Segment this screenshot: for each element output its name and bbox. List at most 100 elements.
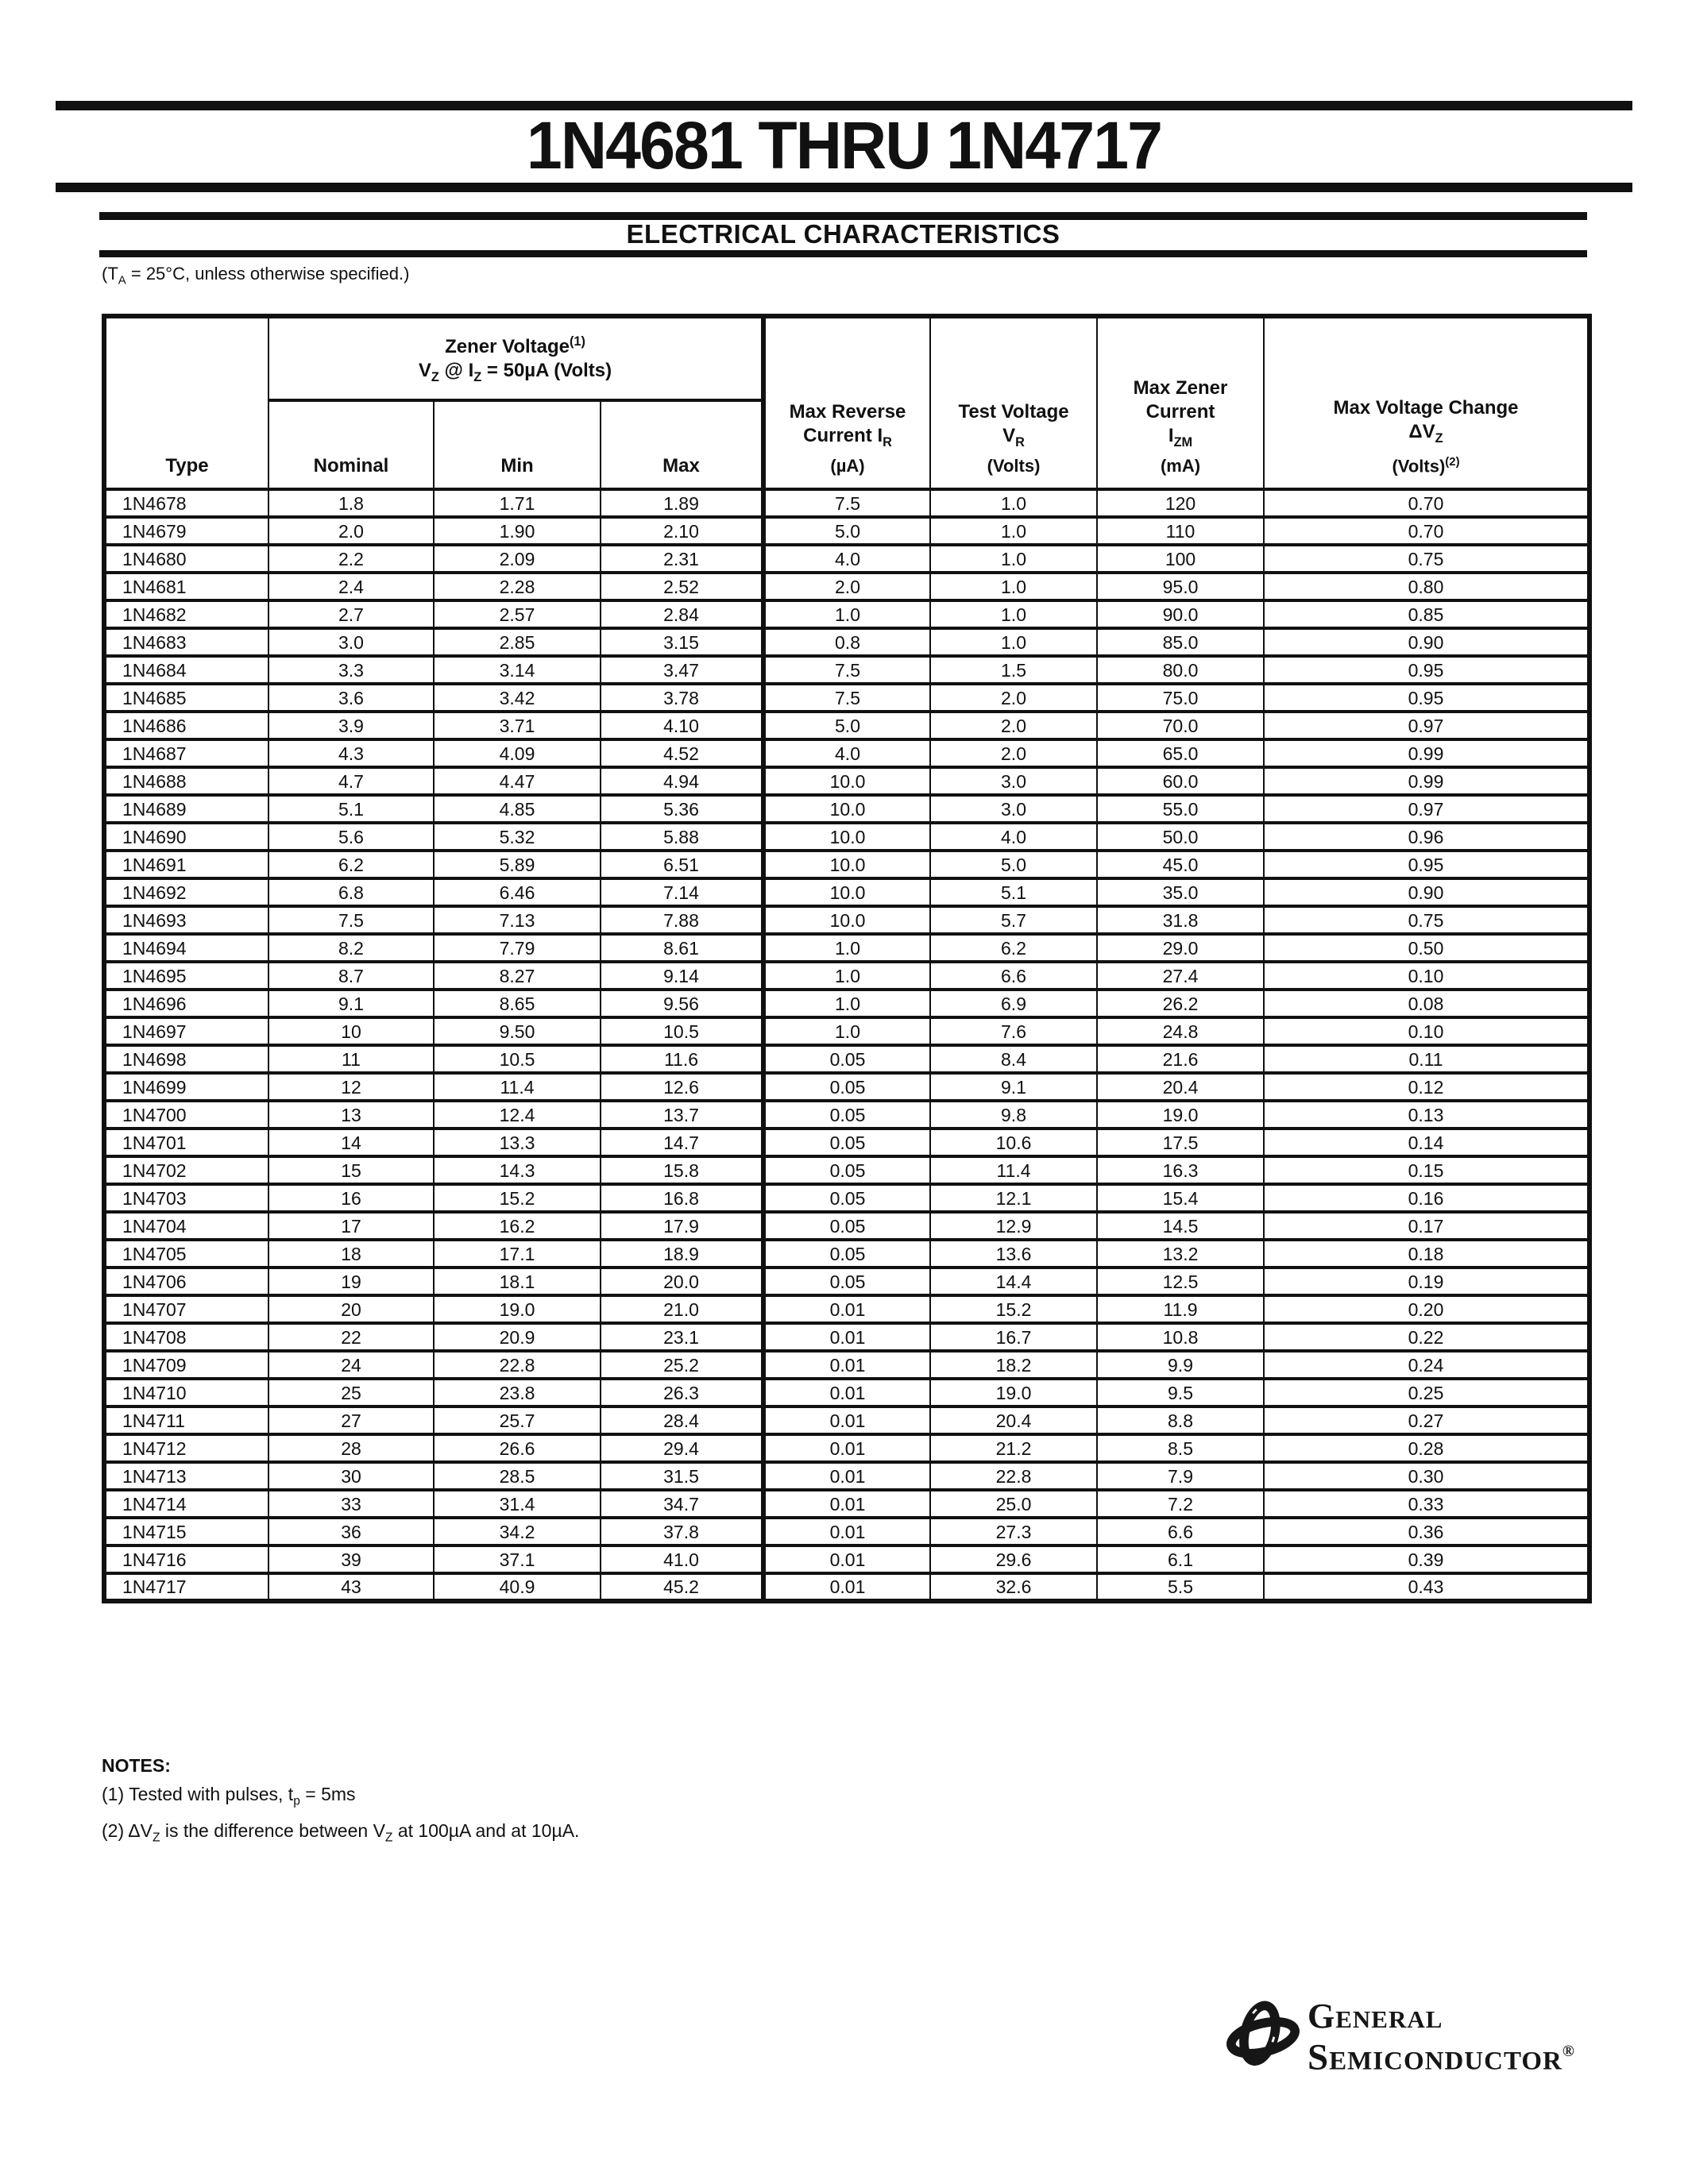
type-cell: 1N4685: [103, 682, 269, 713]
value-cell: 15.8: [599, 1155, 765, 1186]
table-row: 1N4693 7.5 7.13 7.88 10.0 5.7 31.8 0.75: [103, 905, 1591, 936]
note-2: (2) ΔVZ is the difference between VZ at …: [102, 1816, 579, 1853]
value-cell: 75.0: [1096, 682, 1265, 713]
value-cell: 6.2: [929, 932, 1099, 963]
type-cell: 1N4686: [103, 710, 269, 741]
max-reverse-sym: Current I: [803, 425, 883, 447]
type-cell: 1N4699: [103, 1071, 269, 1102]
value-cell: 0.96: [1263, 821, 1591, 852]
value-cell: 10.0: [761, 877, 932, 908]
value-cell: 2.85: [433, 627, 601, 658]
type-cell: 1N4700: [103, 1099, 269, 1130]
value-cell: 0.18: [1263, 1238, 1591, 1269]
value-cell: 3.47: [599, 654, 765, 685]
value-cell: 0.05: [761, 1127, 932, 1158]
type-cell: 1N4681: [103, 571, 269, 602]
value-cell: 1.0: [929, 543, 1099, 574]
value-cell: 4.09: [433, 738, 601, 769]
value-cell: 7.13: [433, 905, 601, 936]
value-cell: 20.4: [1096, 1071, 1265, 1102]
value-cell: 1.0: [761, 932, 932, 963]
value-cell: 18.1: [433, 1266, 601, 1297]
note-2-text-3: at 100µA and at 10µA.: [392, 1819, 580, 1841]
value-cell: 12.4: [433, 1099, 601, 1130]
table-row: 1N4683 3.0 2.85 3.15 0.8 1.0 85.0 0.90: [103, 627, 1591, 658]
value-cell: 0.11: [1263, 1044, 1591, 1075]
col-header-min: Min: [433, 399, 601, 491]
value-cell: 0.01: [761, 1544, 932, 1575]
col-header-type: Type: [103, 314, 269, 491]
value-cell: 5.5: [1096, 1572, 1265, 1603]
value-cell: 10.0: [761, 849, 932, 880]
type-cell: 1N4709: [103, 1349, 269, 1380]
zener-group-condition: VZ @ IZ = 50µA (Volts): [269, 359, 761, 389]
note-1-sub: p: [293, 1794, 300, 1808]
value-cell: 22.8: [433, 1349, 601, 1380]
value-cell: 22: [268, 1322, 435, 1352]
value-cell: 24.8: [1096, 1016, 1265, 1047]
value-cell: 95.0: [1096, 571, 1265, 602]
value-cell: 37.1: [433, 1544, 601, 1575]
value-cell: 0.12: [1263, 1071, 1591, 1102]
table-row: 1N4681 2.4 2.28 2.52 2.0 1.0 95.0 0.80: [103, 571, 1591, 602]
value-cell: 2.10: [599, 515, 765, 546]
value-cell: 21.6: [1096, 1044, 1265, 1075]
value-cell: 0.01: [761, 1349, 932, 1380]
value-cell: 21.0: [599, 1294, 765, 1325]
value-cell: 9.1: [929, 1071, 1099, 1102]
max-zener-sym: I: [1168, 425, 1174, 447]
value-cell: 0.90: [1263, 877, 1591, 908]
table-row: 1N4686 3.9 3.71 4.10 5.0 2.0 70.0 0.97: [103, 710, 1591, 741]
value-cell: 15.2: [433, 1183, 601, 1214]
value-cell: 25.7: [433, 1405, 601, 1436]
note-1-text-2: = 5ms: [299, 1784, 356, 1804]
value-cell: 2.57: [433, 599, 601, 630]
value-cell: 41.0: [599, 1544, 765, 1575]
value-cell: 6.1: [1096, 1544, 1265, 1575]
value-cell: 8.61: [599, 932, 765, 963]
table-row: 1N4708 22 20.9 23.1 0.01 16.7 10.8 0.22: [103, 1322, 1591, 1352]
value-cell: 32.6: [929, 1572, 1099, 1603]
value-cell: 2.0: [761, 571, 932, 602]
value-cell: 25.0: [929, 1488, 1099, 1519]
value-cell: 0.99: [1263, 766, 1591, 797]
value-cell: 0.15: [1263, 1155, 1591, 1186]
table-row: 1N4711 27 25.7 28.4 0.01 20.4 8.8 0.27: [103, 1405, 1591, 1436]
value-cell: 11.9: [1096, 1294, 1265, 1325]
value-cell: 45.0: [1096, 849, 1265, 880]
value-cell: 0.01: [761, 1294, 932, 1325]
value-cell: 12.1: [929, 1183, 1099, 1214]
table-row: 1N4704 17 16.2 17.9 0.05 12.9 14.5 0.17: [103, 1210, 1591, 1241]
value-cell: 25.2: [599, 1349, 765, 1380]
value-cell: 43: [268, 1572, 435, 1603]
value-cell: 4.0: [761, 738, 932, 769]
value-cell: 40.9: [433, 1572, 601, 1603]
value-cell: 7.9: [1096, 1461, 1265, 1491]
col-header-max: Max: [599, 399, 765, 491]
value-cell: 29.0: [1096, 932, 1265, 963]
type-cell: 1N4701: [103, 1127, 269, 1158]
value-cell: 16.7: [929, 1322, 1099, 1352]
table-row: 1N4707 20 19.0 21.0 0.01 15.2 11.9 0.20: [103, 1294, 1591, 1325]
zener-cond-2: @ I: [438, 360, 474, 382]
value-cell: 0.24: [1263, 1349, 1591, 1380]
value-cell: 27.3: [929, 1516, 1099, 1547]
value-cell: 0.90: [1263, 627, 1591, 658]
value-cell: 15: [268, 1155, 435, 1186]
value-cell: 2.09: [433, 543, 601, 574]
value-cell: 6.6: [929, 960, 1099, 991]
value-cell: 31.5: [599, 1461, 765, 1491]
value-cell: 17: [268, 1210, 435, 1241]
section-rule-bottom: [99, 250, 1587, 257]
value-cell: 80.0: [1096, 654, 1265, 685]
table-row: 1N4700 13 12.4 13.7 0.05 9.8 19.0 0.13: [103, 1099, 1591, 1130]
value-cell: 0.01: [761, 1488, 932, 1519]
value-cell: 1.5: [929, 654, 1099, 685]
value-cell: 0.70: [1263, 488, 1591, 519]
value-cell: 6.9: [929, 988, 1099, 1019]
zener-cond-3: = 50µA (Volts): [481, 360, 612, 382]
value-cell: 0.05: [761, 1155, 932, 1186]
max-reverse-unit: (µA): [830, 456, 865, 476]
table-row: 1N4680 2.2 2.09 2.31 4.0 1.0 100 0.75: [103, 543, 1591, 574]
test-condition-note: (TA = 25°C, unless otherwise specified.): [102, 264, 409, 287]
